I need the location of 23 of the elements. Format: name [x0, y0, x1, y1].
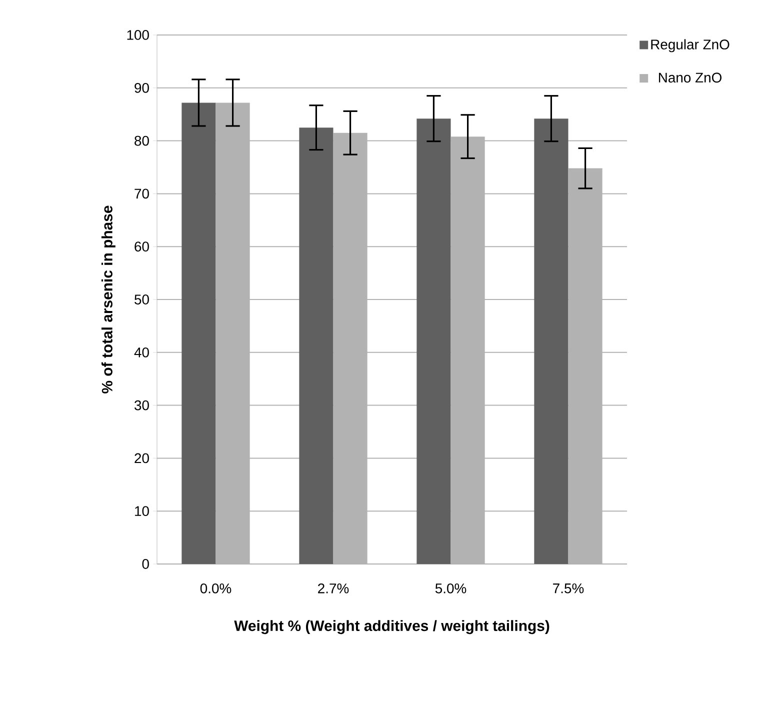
legend-label: Regular ZnO — [651, 39, 730, 52]
y-tick-label: 60 — [134, 242, 149, 252]
bar — [416, 118, 451, 564]
x-tick-label: 0.0% — [200, 583, 232, 594]
y-tick-label: 50 — [134, 294, 149, 304]
bar — [182, 102, 216, 564]
bar — [299, 128, 334, 564]
y-axis-title: % of total arsenic in phase — [101, 206, 116, 394]
y-tick-label: 90 — [134, 82, 149, 93]
y-tick-label: 40 — [134, 347, 149, 358]
x-tick-label: 5.0% — [435, 583, 466, 594]
y-tick-label: 100 — [127, 30, 149, 40]
x-axis-title: Weight % (Weight additives / weight tailings) — [234, 620, 550, 634]
y-tick-label: 0 — [142, 559, 149, 569]
y-tick-label: 70 — [134, 188, 149, 199]
legend-label: Nano ZnO — [658, 72, 722, 83]
bar — [534, 118, 568, 564]
y-tick-label: 20 — [134, 453, 149, 464]
y-tick-label: 80 — [134, 136, 149, 146]
y-tick-label: 10 — [135, 506, 149, 516]
x-tick-label: 7.5% — [553, 583, 584, 594]
x-tick-label: 2.7% — [318, 583, 349, 594]
y-tick-label: 30 — [134, 400, 149, 410]
